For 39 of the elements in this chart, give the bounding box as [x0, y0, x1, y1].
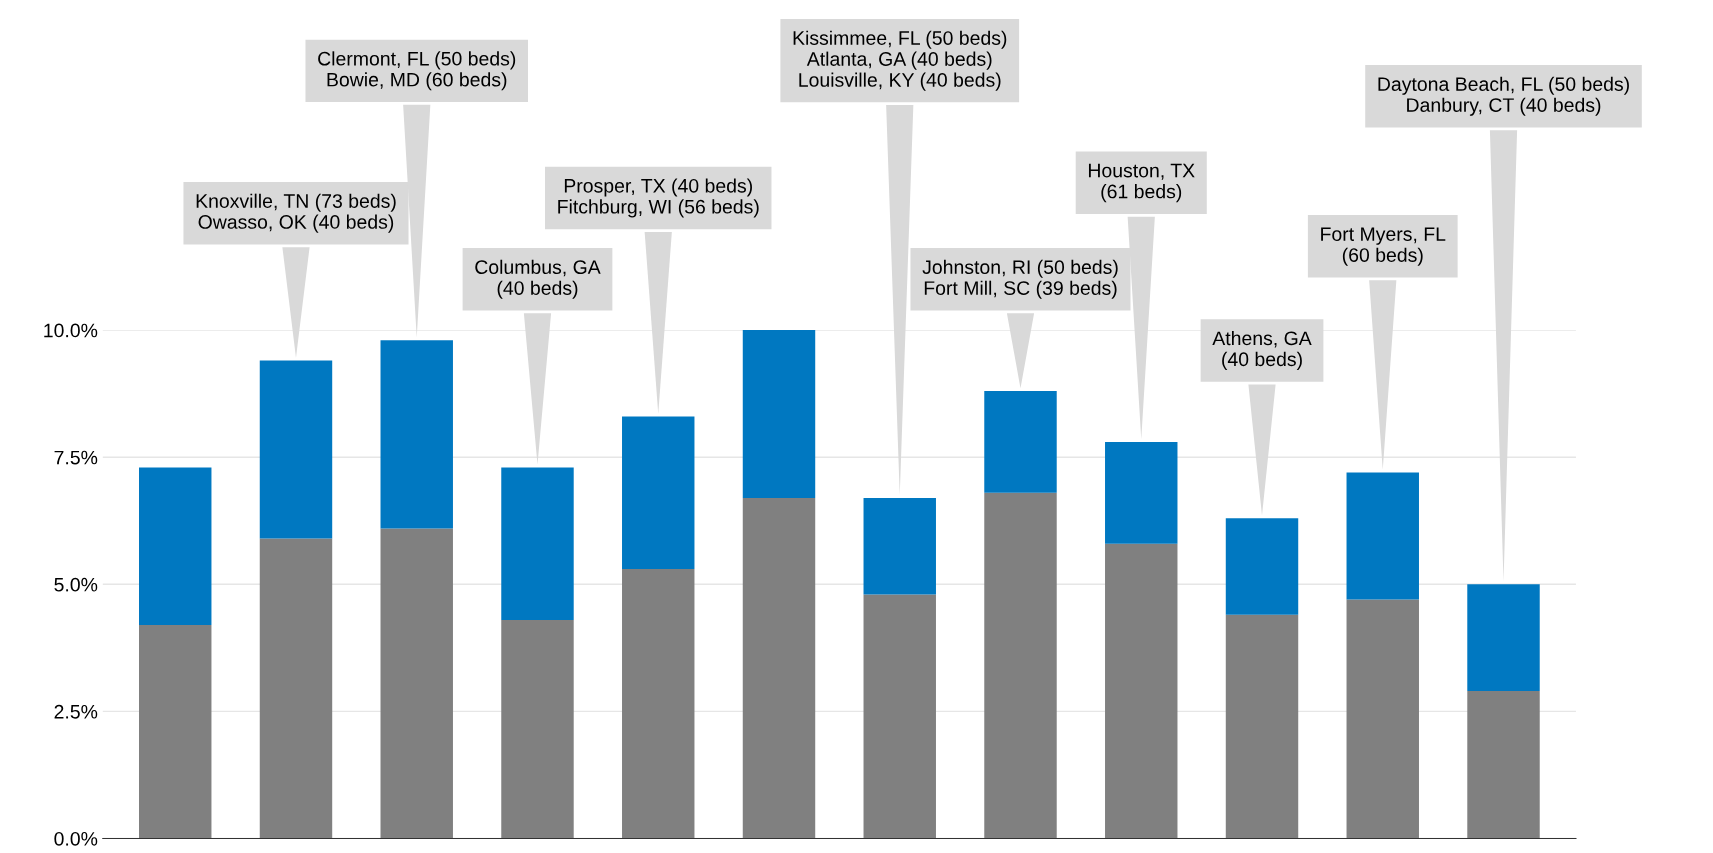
- bar: [984, 492, 1057, 839]
- bar: [742, 330, 816, 498]
- bar: [501, 467, 574, 620]
- bar: [1225, 518, 1299, 615]
- y-tick-label: 2.5%: [54, 704, 98, 719]
- bar: [863, 594, 936, 839]
- bar: [139, 467, 212, 625]
- y-tick-label: 0.0%: [54, 831, 98, 846]
- bar: [380, 528, 453, 839]
- annotation: Athens, GA (40 beds): [1212, 330, 1312, 370]
- bar: [622, 416, 695, 570]
- annotation: Daytona Beach, FL (50 beds) Danbury, CT (40 beds): [1378, 76, 1629, 116]
- bar: [863, 497, 936, 595]
- bar: [1105, 441, 1178, 544]
- y-tick-label: 5.0%: [54, 577, 98, 592]
- bar: [259, 360, 333, 539]
- bar: [984, 391, 1057, 493]
- annotation: Fort Myers, FL (60 beds): [1321, 227, 1446, 266]
- bar: [501, 619, 574, 839]
- bar: [1225, 614, 1299, 839]
- annotation: Kissimmee, FL (50 beds) Atlanta, GA (40 beds) Louisville, KY (40 beds): [793, 30, 1007, 91]
- annotation: Clermont, FL (50 beds) Bowie, MD (60 beds): [318, 51, 516, 91]
- annotation: Johnston, RI (50 beds) Fort Mill, SC (39 beds): [922, 259, 1118, 299]
- bar: [139, 624, 212, 839]
- bar: [259, 538, 333, 839]
- y-tick-label: 10.0%: [44, 323, 98, 338]
- annotation: Houston, TX (61 beds): [1088, 163, 1195, 203]
- bar: [1346, 599, 1419, 839]
- bar: [380, 340, 453, 529]
- bar: [1467, 584, 1540, 692]
- annotation: Columbus, GA (40 beds): [475, 259, 601, 299]
- bar: [1346, 472, 1419, 600]
- bar: [622, 569, 695, 839]
- annotation: Knoxville, TN (73 beds) Owasso, OK (40 beds): [196, 193, 396, 233]
- annotation: Prosper, TX (40 beds) Fitchburg, WI (56 beds): [558, 178, 759, 218]
- y-tick-label: 7.5%: [54, 450, 98, 465]
- bar: [1467, 691, 1540, 839]
- bar: [1105, 543, 1178, 839]
- bar: [742, 497, 816, 839]
